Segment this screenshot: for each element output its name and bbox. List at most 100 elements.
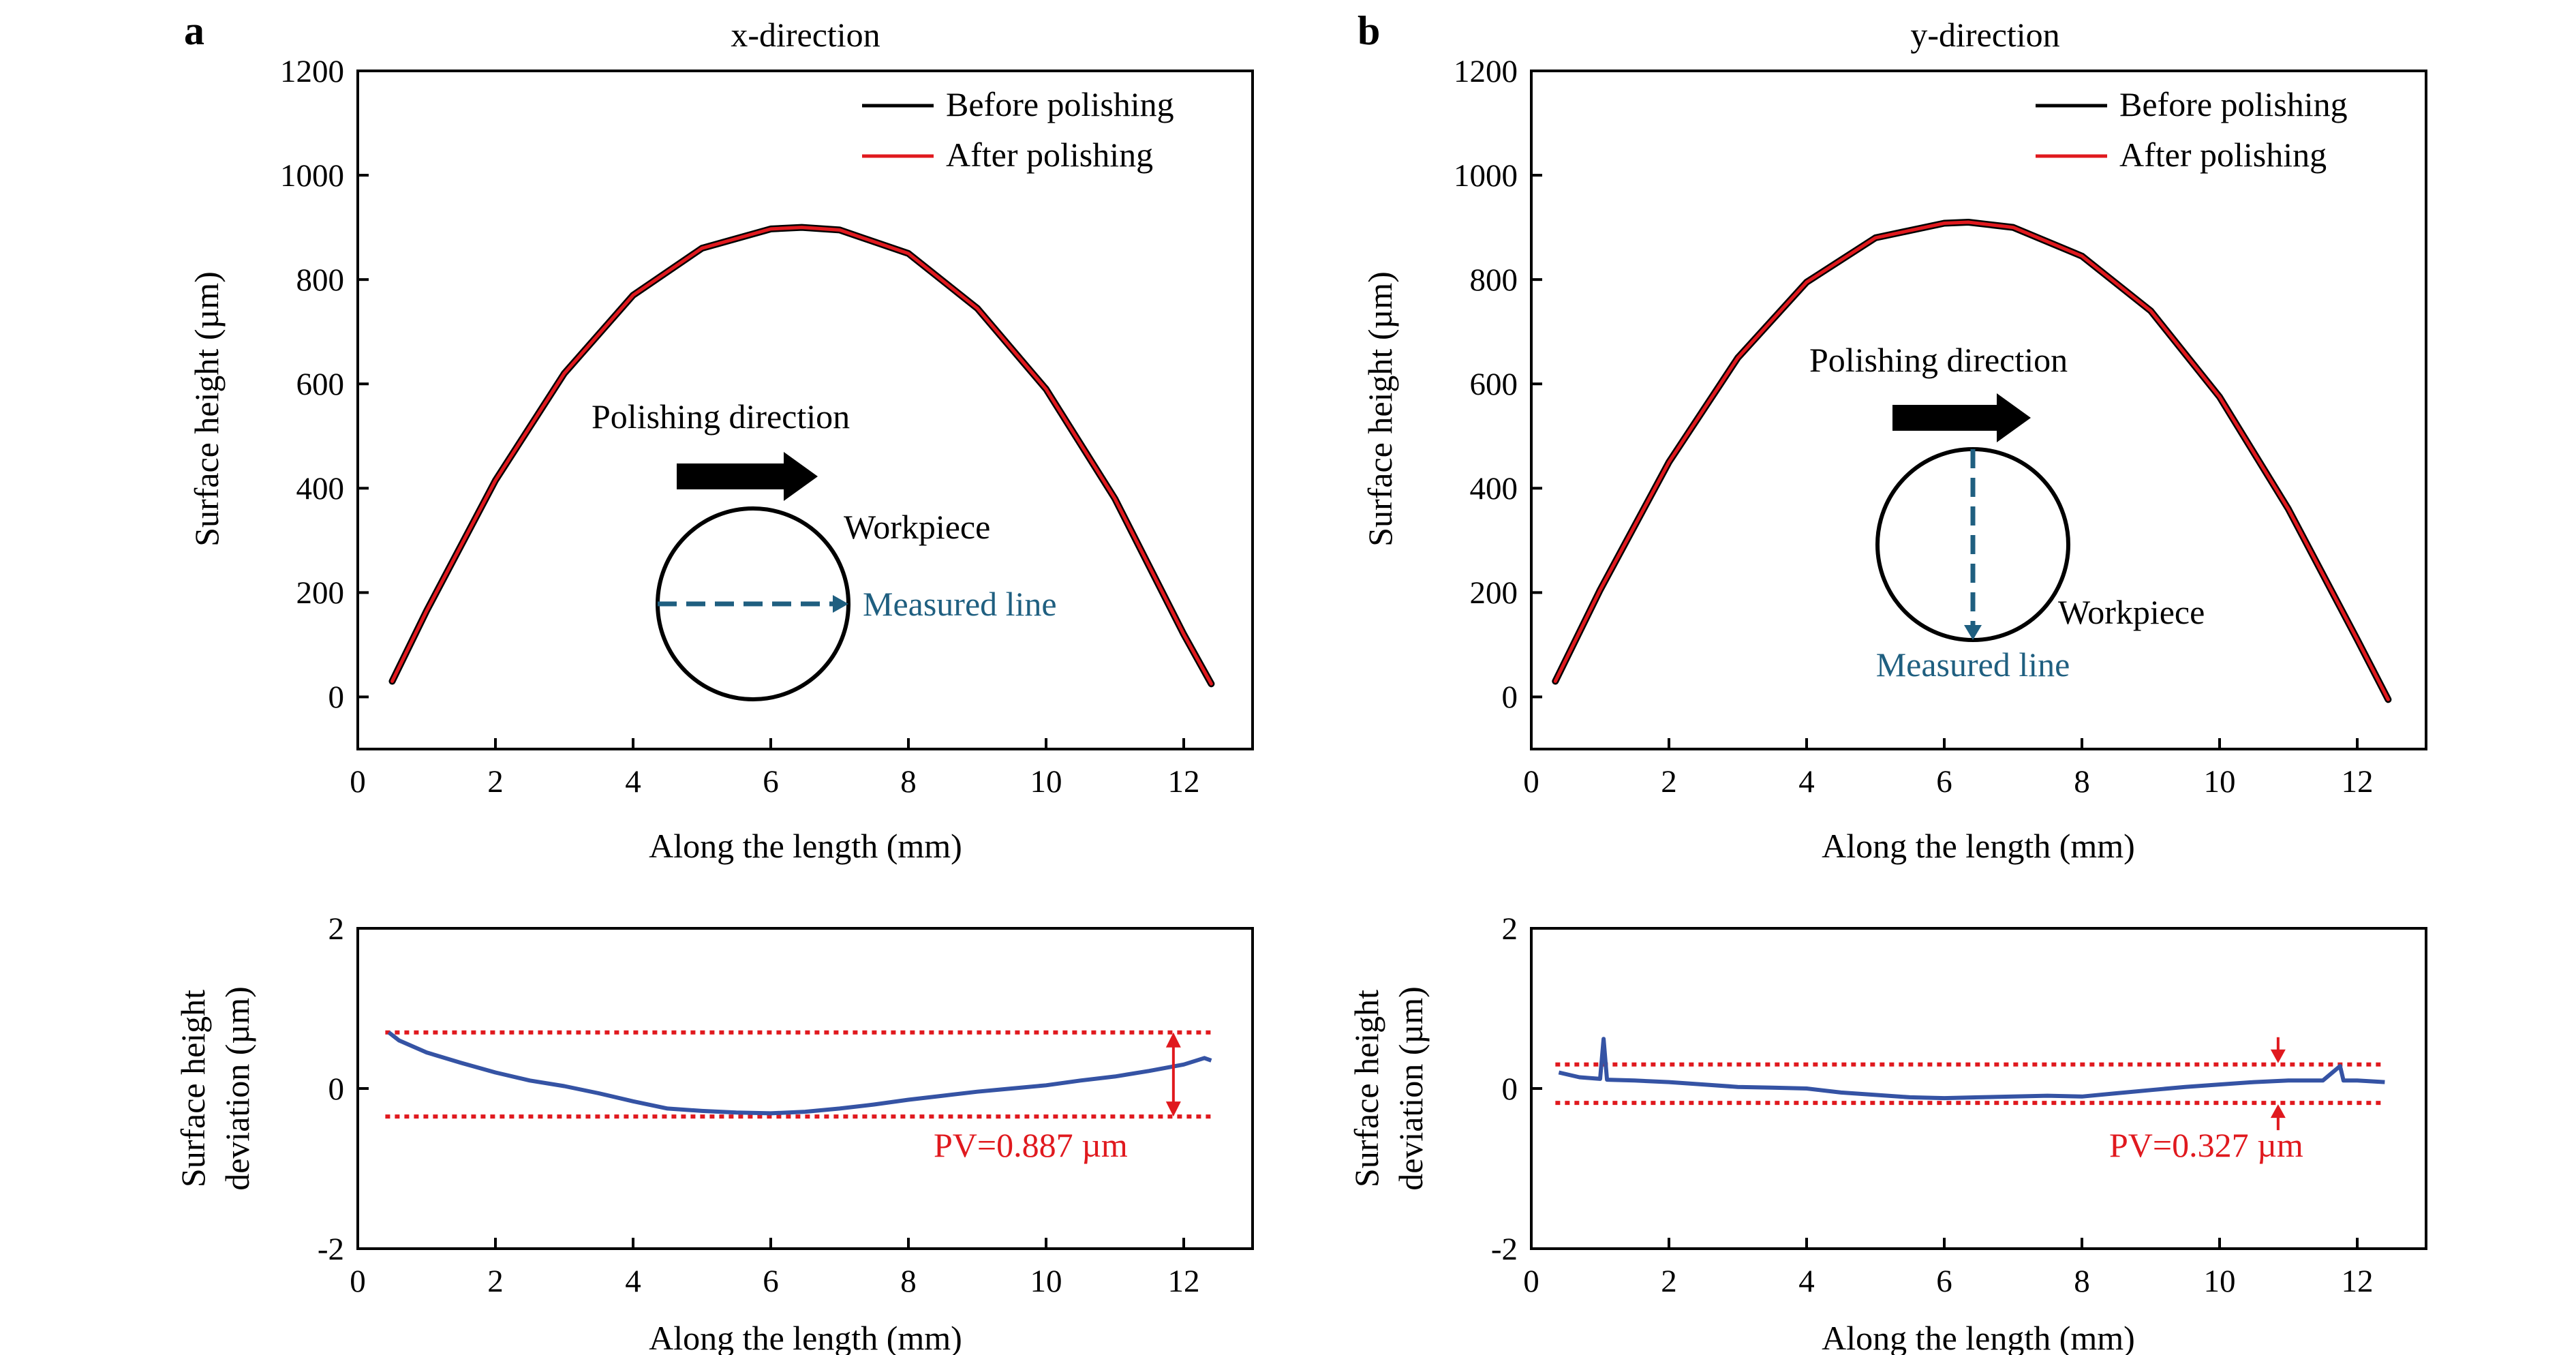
- x-tick-label: 2: [1661, 764, 1677, 800]
- x-axis-label-a-bottom: Along the length (mm): [649, 1319, 962, 1355]
- y-axis-label-line2: deviation (µm): [1392, 986, 1430, 1191]
- y-axis-label-line1: Surface height: [1347, 990, 1385, 1187]
- y-tick-label: 400: [296, 471, 345, 506]
- x-tick-label: 4: [1798, 1264, 1815, 1299]
- deviation-line: [387, 1031, 1212, 1116]
- y-tick-labels-a-bottom: 2 0 -2: [318, 911, 344, 1267]
- polishing-direction-label: Polishing direction: [1809, 341, 2068, 379]
- x-tick-label: 2: [1661, 1264, 1677, 1299]
- x-tick-label: 2: [487, 764, 504, 800]
- panel-b: b y-direction 1200 1000 800 600 400 200 …: [1347, 8, 2427, 1355]
- x-tick-label: 6: [763, 1264, 779, 1299]
- pv-arrow-a: [1165, 1032, 1181, 1117]
- ticks-a-top: [356, 70, 1185, 749]
- y-tick-label: 200: [296, 575, 345, 611]
- x-tick-label: 12: [1168, 764, 1200, 800]
- chart-title-a: x-direction: [731, 16, 880, 54]
- y-axis-label-b-bottom: Surface height deviation (µm): [1347, 986, 1430, 1191]
- y-axis-label-line1: Surface height: [174, 990, 212, 1187]
- y-tick-label: 1200: [1454, 54, 1518, 89]
- measured-line-arrowhead: [833, 595, 848, 613]
- y-axis-label-b-top: Surface height (µm): [1361, 271, 1399, 547]
- y-tick-label: -2: [318, 1232, 344, 1267]
- plot-frame-a-top: [356, 70, 1254, 750]
- measured-line-label: Measured line: [1876, 645, 2070, 684]
- y-tick-label: 800: [1470, 262, 1518, 298]
- y-tick-label: 1000: [1454, 158, 1518, 194]
- panel-a: a x-direction 1200 1000 800 600 400 200 …: [174, 8, 1254, 1355]
- chart-title-b: y-direction: [1910, 16, 2059, 54]
- x-tick-label: 4: [625, 1264, 641, 1299]
- x-axis-label-a-top: Along the length (mm): [649, 827, 962, 865]
- x-tick-label: 6: [1936, 1264, 1952, 1299]
- x-tick-label: 10: [2204, 764, 2236, 800]
- y-tick-labels-a-top: 1200 1000 800 600 400 200 0: [280, 54, 344, 715]
- workpiece-label: Workpiece: [2058, 593, 2205, 631]
- x-tick-label: 8: [2074, 1264, 2090, 1299]
- legend-label-before: Before polishing: [2119, 85, 2348, 123]
- x-tick-labels-b-bottom: 0 2 4 6 8 10 12: [1523, 1264, 2373, 1299]
- y-tick-label: 0: [1502, 680, 1518, 715]
- measured-line-label: Measured line: [863, 585, 1057, 623]
- y-tick-label: 0: [1502, 1071, 1518, 1107]
- ticks-b-top: [1530, 70, 2359, 749]
- x-tick-label: 2: [487, 1264, 504, 1299]
- x-axis-label-b-bottom: Along the length (mm): [1822, 1319, 2135, 1355]
- y-axis-label-a-top: Surface height (µm): [187, 271, 226, 547]
- x-tick-label: 12: [2342, 764, 2374, 800]
- x-tick-label: 10: [1030, 764, 1062, 800]
- x-tick-label: 0: [1523, 1264, 1539, 1299]
- y-tick-labels-b-top: 1200 1000 800 600 400 200 0: [1454, 54, 1518, 715]
- pv-arrow-b: [2270, 1037, 2286, 1131]
- y-axis-label-a-bottom: Surface height deviation (µm): [174, 986, 256, 1191]
- pv-label-b: PV=0.327 µm: [2109, 1126, 2303, 1164]
- pv-arrowhead-down: [2270, 1049, 2286, 1063]
- y-tick-label: 200: [1470, 575, 1518, 611]
- legend-label-before: Before polishing: [946, 85, 1174, 123]
- legend-label-after: After polishing: [2119, 136, 2327, 174]
- x-tick-label: 8: [2074, 764, 2090, 800]
- y-tick-label: 1200: [280, 54, 344, 89]
- y-tick-labels-b-bottom: 2 0 -2: [1491, 911, 1518, 1267]
- workpiece-label: Workpiece: [844, 508, 990, 546]
- y-tick-label: 2: [328, 911, 345, 947]
- plot-frame-b-bottom: [1530, 927, 2427, 1250]
- polishing-direction-arrow: [1892, 393, 2031, 442]
- x-tick-label: 0: [350, 764, 366, 800]
- pv-arrowhead-down: [1165, 1101, 1181, 1117]
- x-axis-label-b-top: Along the length (mm): [1822, 827, 2135, 865]
- x-tick-label: 10: [2204, 1264, 2236, 1299]
- ticks-b-bottom: [1530, 927, 2359, 1250]
- y-tick-label: 600: [296, 367, 345, 402]
- x-tick-label: 6: [1936, 764, 1952, 800]
- series-line-after-polishing: [1553, 220, 2390, 701]
- pv-label-a: PV=0.887 µm: [934, 1126, 1128, 1164]
- x-tick-label: 4: [625, 764, 641, 800]
- y-axis-label-line2: deviation (µm): [218, 986, 256, 1191]
- plot-frame-b-top: [1530, 70, 2427, 750]
- legend-b: Before polishing After polishing: [2036, 85, 2348, 174]
- pv-arrowhead-up: [2270, 1104, 2286, 1118]
- panel-label-a: a: [184, 8, 204, 53]
- x-tick-label: 0: [350, 1264, 366, 1299]
- x-tick-labels-b-top: 0 2 4 6 8 10 12: [1523, 764, 2373, 800]
- y-tick-label: 800: [296, 262, 345, 298]
- measured-line-arrowhead: [1964, 625, 1982, 640]
- x-tick-label: 8: [900, 764, 917, 800]
- ticks-a-bottom: [356, 927, 1185, 1250]
- polishing-direction-label: Polishing direction: [592, 397, 850, 436]
- x-tick-label: 10: [1030, 1264, 1062, 1299]
- y-tick-label: 400: [1470, 471, 1518, 506]
- panel-label-b: b: [1358, 8, 1380, 53]
- deviation-line: [1558, 1037, 2385, 1101]
- x-tick-label: 4: [1798, 764, 1815, 800]
- inset-b: Polishing direction Workpiece Measured l…: [1809, 341, 2205, 684]
- y-tick-label: 0: [328, 1071, 345, 1107]
- y-tick-label: 0: [328, 680, 345, 715]
- legend-label-after: After polishing: [946, 136, 1153, 174]
- x-tick-label: 8: [900, 1264, 917, 1299]
- y-tick-label: 600: [1470, 367, 1518, 402]
- legend-a: Before polishing After polishing: [862, 85, 1174, 174]
- x-tick-label: 0: [1523, 764, 1539, 800]
